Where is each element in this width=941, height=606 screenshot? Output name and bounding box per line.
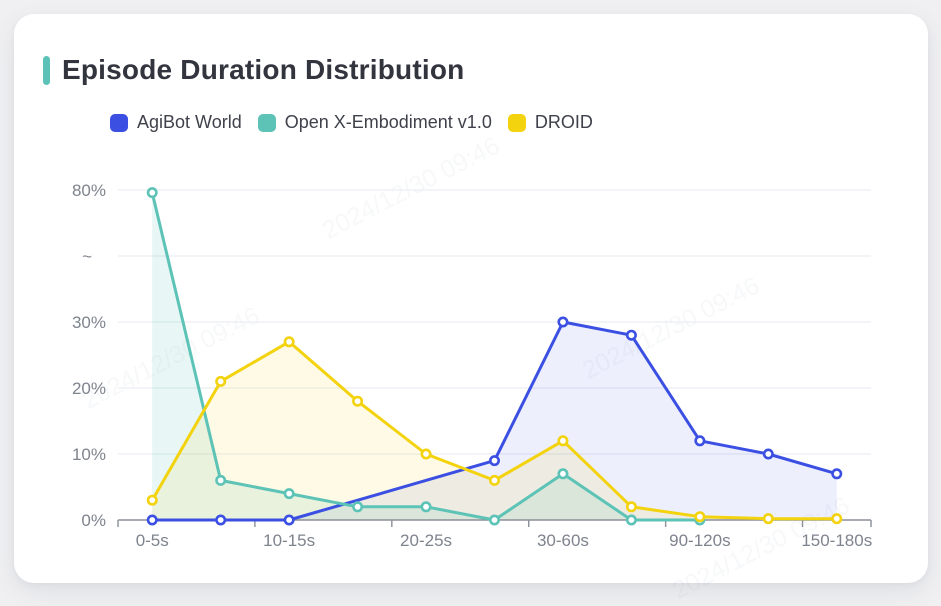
data-point-droid[interactable] [283,336,295,348]
legend-label: Open X-Embodiment v1.0 [284,112,492,132]
legend-swatch-icon [110,113,128,132]
data-point-agibot-world[interactable] [625,329,637,341]
data-point-droid[interactable] [488,474,500,486]
watermark-text: 2024/12/30 09:46 [668,491,855,605]
data-point-open-x-embodiment-v1-0[interactable] [352,501,364,513]
data-point-droid[interactable] [352,395,364,407]
data-point-agibot-world[interactable] [488,455,500,467]
data-point-open-x-embodiment-v1-0[interactable] [146,187,158,199]
title-row: Episode Duration Distribution [43,54,464,86]
data-point-agibot-world[interactable] [694,435,706,447]
legend-swatch-icon [257,113,276,132]
chart-title: Episode Duration Distribution [62,54,465,85]
data-point-agibot-world[interactable] [557,316,569,328]
data-point-droid[interactable] [625,501,637,513]
data-point-droid[interactable] [420,448,432,460]
data-point-open-x-embodiment-v1-0[interactable] [215,474,227,486]
legend-item-droid[interactable]: DROID [507,112,593,133]
title-accent-bar [43,55,50,85]
data-point-agibot-world[interactable] [283,514,295,526]
data-point-droid[interactable] [762,513,774,525]
legend-label: DROID [534,112,593,132]
data-point-agibot-world[interactable] [831,468,843,480]
watermark-text: 2024/12/30 09:46 [318,131,505,245]
data-point-open-x-embodiment-v1-0[interactable] [283,488,295,500]
data-point-agibot-world[interactable] [146,514,158,526]
legend-label: AgiBot World [137,112,242,132]
data-point-open-x-embodiment-v1-0[interactable] [420,501,432,513]
data-point-droid[interactable] [146,494,158,506]
data-point-droid[interactable] [557,435,569,447]
watermark-text: 2024/12/30 09:46 [78,301,265,415]
data-point-agibot-world[interactable] [215,514,227,526]
data-point-open-x-embodiment-v1-0[interactable] [557,468,569,480]
legend-item-agibot-world[interactable]: AgiBot World [110,112,242,133]
legend-swatch-icon [507,113,526,132]
legend: AgiBot World Open X-Embodiment v1.0 DROID [110,112,593,133]
data-point-droid[interactable] [831,513,843,525]
data-point-open-x-embodiment-v1-0[interactable] [488,514,500,526]
data-point-agibot-world[interactable] [762,448,774,460]
legend-item-open-x-embodiment-v1-0[interactable]: Open X-Embodiment v1.0 [257,112,492,133]
data-point-droid[interactable] [215,375,227,387]
watermark-text: 2024/12/30 09:46 [578,271,765,385]
data-point-open-x-embodiment-v1-0[interactable] [625,514,637,526]
chart-card: Episode Duration Distribution AgiBot Wor… [14,14,928,605]
data-point-droid[interactable] [694,511,706,523]
